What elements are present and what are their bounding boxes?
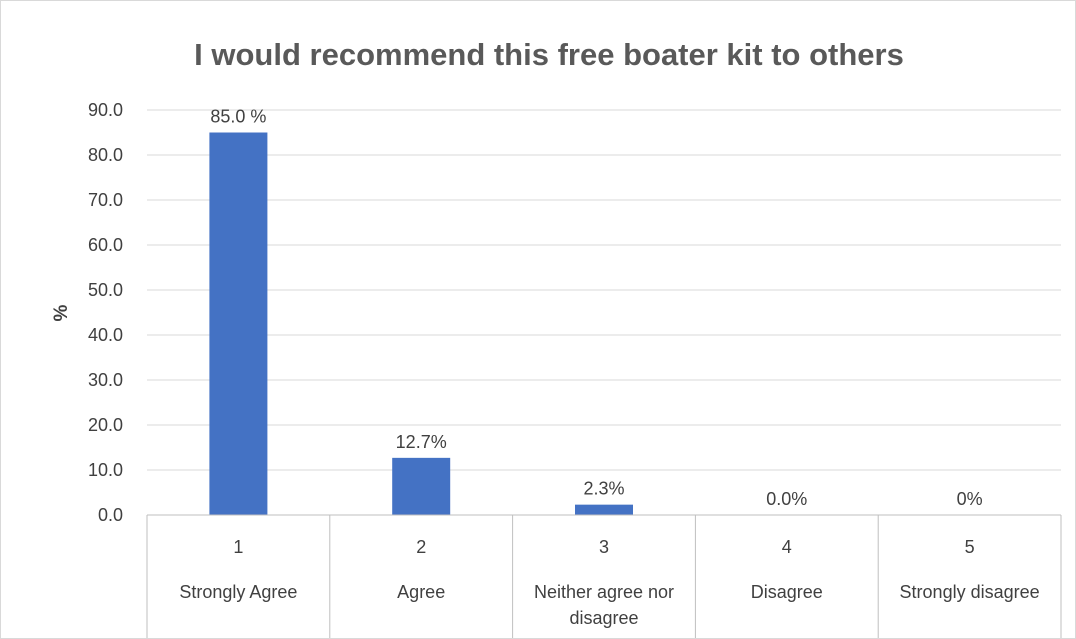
category-label: Neither agree nor: [534, 582, 674, 602]
category-label: Agree: [397, 582, 445, 602]
category-code: 2: [416, 537, 426, 557]
data-label: 0.0%: [766, 489, 807, 509]
bar: [209, 132, 268, 515]
category-code: 1: [233, 537, 243, 557]
y-tick-label: 60.0: [88, 235, 123, 255]
category-label: Strongly Agree: [179, 582, 297, 602]
y-tick-label: 90.0: [88, 100, 123, 120]
data-label: 85.0 %: [210, 107, 266, 127]
bar: [392, 457, 451, 515]
y-tick-label: 80.0: [88, 145, 123, 165]
data-label: 2.3%: [583, 479, 624, 499]
category-label: Strongly disagree: [900, 582, 1040, 602]
data-labels: 85.0 % 12.7% 2.3% 0.0% 0%: [210, 107, 982, 510]
y-axis-ticks: 0.0 10.0 20.0 30.0 40.0 50.0 60.0 70.0 80.0 90.0: [88, 100, 123, 525]
bars: [209, 132, 633, 515]
x-axis: 1 Strongly Agree 2 Agree 3 Neither agree nor d…: [146, 514, 1062, 638]
category-label: Disagree: [751, 582, 823, 602]
data-label: 0%: [957, 489, 983, 509]
y-tick-label: 50.0: [88, 280, 123, 300]
bar: [575, 504, 633, 515]
chart-title: I would recommend this free boater kit t…: [194, 37, 904, 72]
y-tick-label: 70.0: [88, 190, 123, 210]
y-tick-label: 20.0: [88, 415, 123, 435]
y-axis-label: %: [51, 304, 72, 321]
gridlines: [147, 109, 1061, 471]
y-tick-label: 0.0: [98, 505, 123, 525]
y-tick-label: 10.0: [88, 460, 123, 480]
category-label: disagree: [569, 608, 638, 628]
y-tick-label: 30.0: [88, 370, 123, 390]
data-label: 12.7%: [396, 432, 447, 452]
category-code: 4: [782, 537, 792, 557]
category-code: 3: [599, 537, 609, 557]
y-tick-label: 40.0: [88, 325, 123, 345]
category-code: 5: [965, 537, 975, 557]
